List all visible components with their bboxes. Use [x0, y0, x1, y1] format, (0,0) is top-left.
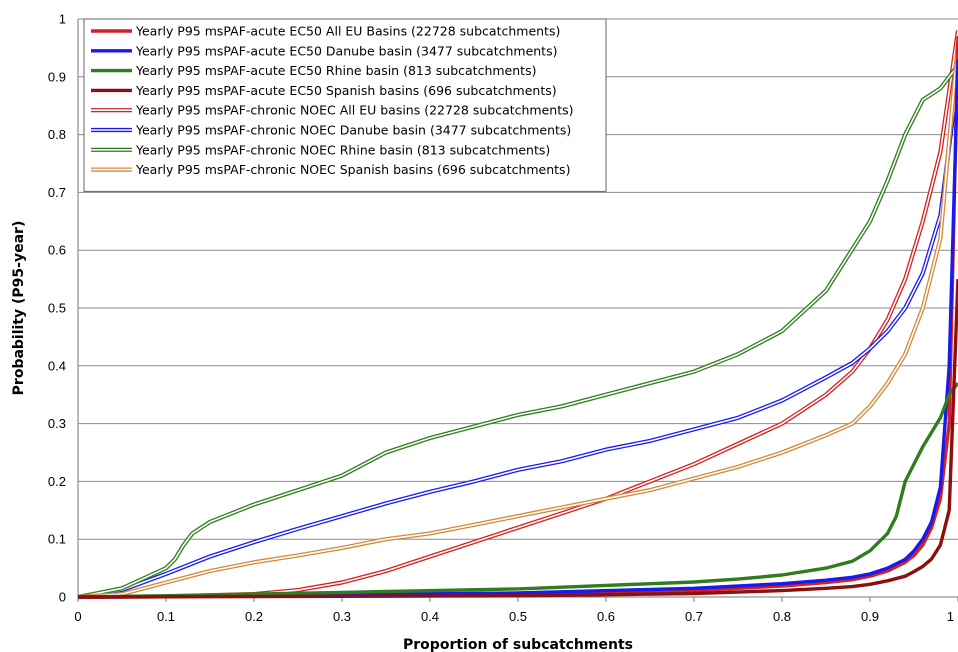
- legend-box: [83, 18, 607, 192]
- series-line-path: [77, 59, 958, 599]
- y-tick-label: 0: [59, 590, 66, 605]
- legend-item: Yearly P95 msPAF-chronic NOEC Danube bas…: [91, 123, 571, 138]
- y-tick-label: 0.1: [48, 532, 66, 547]
- series-line: [77, 279, 958, 599]
- series-line-path: [77, 36, 958, 599]
- series-line-inner: [77, 30, 958, 598]
- series-line-path: [77, 279, 958, 599]
- legend-label: Yearly P95 msPAF-chronic NOEC Spanish ba…: [135, 162, 570, 177]
- x-axis-title: Proportion of subcatchments: [403, 637, 633, 652]
- x-tick-label: 0.4: [421, 609, 439, 624]
- y-axis-title: Probability (P95-year): [11, 221, 27, 396]
- y-tick-label: 0.8: [48, 127, 66, 142]
- legend: Yearly P95 msPAF-acute EC50 All EU Basin…: [83, 18, 607, 192]
- legend-item: Yearly P95 msPAF-chronic NOEC Rhine basi…: [91, 142, 550, 157]
- series-line-path: [77, 382, 958, 599]
- series-line: [77, 30, 958, 600]
- legend-label: Yearly P95 msPAF-acute EC50 Danube basin…: [135, 43, 557, 58]
- legend-item: Yearly P95 msPAF-chronic NOEC All EU bas…: [91, 103, 574, 118]
- series-line-inner: [77, 76, 958, 598]
- axes: 0 0.1 0.2 0.3 0.4 0.5 0.6 0.7 0.8 0.9 1 0 0.1 0.2 0.3 0…: [48, 12, 958, 624]
- series-line: [77, 36, 958, 599]
- series-line: [77, 382, 958, 599]
- x-tick-label: 1: [947, 609, 954, 624]
- legend-label: Yearly P95 msPAF-chronic NOEC Rhine basi…: [135, 142, 550, 157]
- x-tick-label: 0.5: [509, 609, 527, 624]
- legend-item: Yearly P95 msPAF-acute EC50 Danube basin…: [91, 43, 557, 58]
- x-tick-label: 0.1: [157, 609, 175, 624]
- x-tick-label: 0.2: [245, 609, 263, 624]
- x-tick-label: 0: [74, 609, 81, 624]
- y-tick-label: 0.2: [48, 474, 66, 489]
- x-tick-label: 0.3: [333, 609, 351, 624]
- y-tick-label: 0.6: [48, 243, 66, 258]
- legend-label: Yearly P95 msPAF-chronic NOEC Danube bas…: [135, 123, 571, 138]
- y-tick-label: 0.3: [48, 416, 66, 431]
- legend-label: Yearly P95 msPAF-acute EC50 All EU Basin…: [135, 24, 560, 39]
- legend-label: Yearly P95 msPAF-acute EC50 Rhine basin …: [135, 63, 536, 78]
- x-tick-label: 0.7: [685, 609, 703, 624]
- series-line-inner: [77, 64, 958, 598]
- y-tick-label: 0.9: [48, 69, 66, 84]
- series-line: [77, 63, 958, 600]
- legend-label: Yearly P95 msPAF-chronic NOEC All EU bas…: [135, 103, 574, 118]
- y-tick-label: 0.7: [48, 185, 66, 200]
- x-tick-label: 0.8: [773, 609, 791, 624]
- legend-item: Yearly P95 msPAF-acute EC50 Spanish basi…: [91, 83, 557, 98]
- x-tick-label: 0.9: [861, 609, 879, 624]
- x-tick-label: 0.6: [597, 609, 615, 624]
- y-tick-label: 0.4: [48, 358, 66, 373]
- series-line: [77, 76, 958, 600]
- legend-item: Yearly P95 msPAF-chronic NOEC Spanish ba…: [91, 162, 570, 177]
- series-lines: [77, 30, 958, 600]
- series-line-inner: [77, 42, 958, 598]
- series-line: [77, 41, 958, 600]
- y-tick-label: 1: [59, 12, 66, 27]
- legend-item: Yearly P95 msPAF-acute EC50 Rhine basin …: [91, 63, 536, 78]
- legend-label: Yearly P95 msPAF-acute EC50 Spanish basi…: [135, 83, 557, 98]
- y-tick-label: 0.5: [48, 301, 66, 316]
- legend-item: Yearly P95 msPAF-acute EC50 All EU Basin…: [91, 24, 560, 39]
- series-line: [77, 59, 958, 599]
